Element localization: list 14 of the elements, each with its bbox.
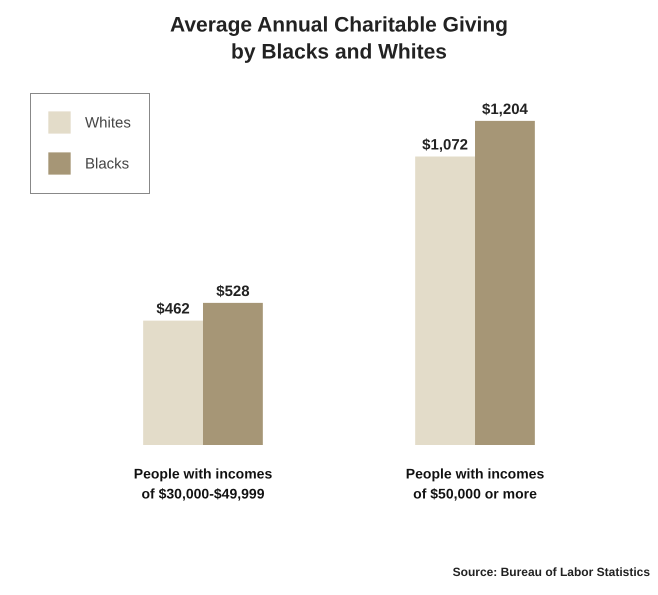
- data-label: $1,072: [422, 136, 468, 154]
- data-label: $1,204: [482, 100, 529, 118]
- data-label: $462: [156, 300, 190, 318]
- data-label: $528: [216, 282, 250, 300]
- chart-title: Average Annual Charitable Giving by Blacks and Whites: [170, 14, 508, 64]
- legend-label: Whites: [85, 114, 131, 132]
- x-tick-label: People with incomes of $50,000 or more: [406, 466, 544, 502]
- x-tick-label: People with incomes of $30,000-$49,999: [134, 466, 272, 502]
- bar: [415, 156, 476, 445]
- bar: [143, 320, 203, 445]
- legend-label: Blacks: [85, 156, 130, 172]
- bar: [202, 302, 263, 445]
- source-note: Source: Bureau of Labor Statistics: [452, 565, 650, 579]
- bar: [475, 120, 535, 445]
